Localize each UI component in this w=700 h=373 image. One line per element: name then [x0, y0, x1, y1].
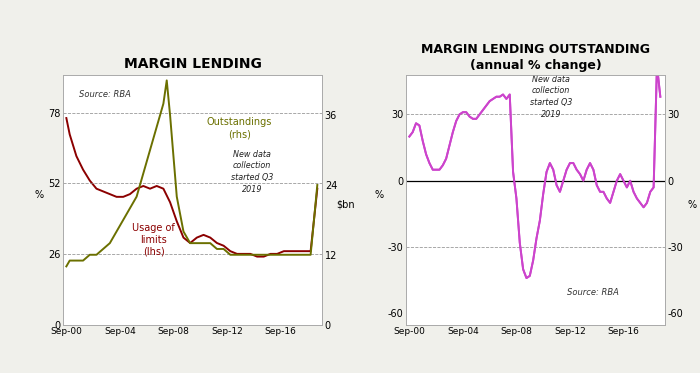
Y-axis label: %: %	[374, 189, 384, 200]
Text: New data
collection
started Q3
2019: New data collection started Q3 2019	[530, 75, 572, 119]
Text: Source: RBA: Source: RBA	[78, 90, 130, 99]
Text: New data
collection
started Q3
2019: New data collection started Q3 2019	[231, 150, 273, 194]
Text: Usage of
limits
(lhs): Usage of limits (lhs)	[132, 223, 175, 257]
Title: MARGIN LENDING: MARGIN LENDING	[124, 57, 261, 70]
Text: Outstandings
(rhs): Outstandings (rhs)	[206, 117, 272, 139]
Title: MARGIN LENDING OUTSTANDING
(annual % change): MARGIN LENDING OUTSTANDING (annual % cha…	[421, 43, 650, 72]
Y-axis label: $bn: $bn	[336, 200, 355, 210]
Y-axis label: %: %	[687, 200, 696, 210]
Y-axis label: %: %	[35, 189, 44, 200]
Text: Source: RBA: Source: RBA	[566, 288, 619, 297]
